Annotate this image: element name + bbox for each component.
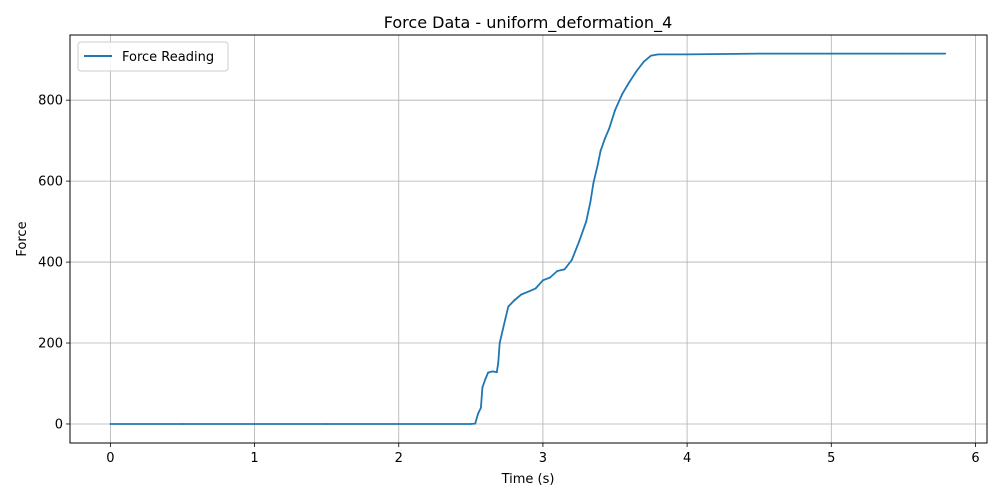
x-tick-label: 1	[250, 451, 258, 466]
data-point	[570, 259, 573, 261]
data-point	[585, 220, 588, 223]
y-tick-label: 600	[38, 175, 63, 190]
data-point	[563, 268, 566, 271]
x-tick-label: 4	[683, 451, 691, 466]
data-point	[549, 276, 551, 279]
data-point	[477, 413, 479, 415]
data-point	[520, 293, 523, 296]
data-point	[599, 149, 602, 152]
y-tick-label: 800	[38, 94, 63, 109]
data-point	[181, 423, 184, 425]
grid	[70, 35, 987, 443]
data-point	[556, 270, 559, 272]
data-point	[650, 54, 652, 57]
axis-ticks: 0 1 2 3 4 5 6 0 200 400 600 800	[38, 94, 979, 466]
data-point	[491, 370, 494, 373]
data-point	[944, 52, 947, 55]
data-point	[487, 371, 489, 374]
series-layer	[109, 52, 947, 425]
data-point	[686, 53, 688, 56]
data-point	[758, 52, 761, 55]
x-tick-label: 3	[539, 451, 547, 466]
legend-label-force-reading: Force Reading	[122, 50, 214, 65]
data-point	[642, 60, 645, 63]
data-point	[628, 81, 631, 83]
data-point	[657, 53, 660, 56]
data-point	[608, 127, 611, 130]
data-point	[513, 299, 515, 302]
data-point	[498, 342, 501, 344]
data-point	[664, 53, 667, 56]
data-point	[830, 52, 833, 55]
data-point	[596, 164, 599, 166]
chart-title: Force Data - uniform_deformation_4	[384, 13, 673, 33]
data-point	[592, 182, 595, 185]
legend-box	[77, 41, 229, 72]
data-point	[495, 371, 498, 374]
data-point	[635, 70, 638, 72]
series-line-force-reading	[110, 52, 946, 425]
data-point	[469, 423, 472, 425]
data-point	[621, 93, 624, 95]
data-point	[527, 290, 530, 293]
x-tick-label: 0	[106, 451, 114, 466]
data-point	[504, 317, 507, 320]
data-point	[534, 287, 537, 290]
data-point	[542, 279, 544, 282]
data-point	[501, 330, 504, 332]
data-point	[481, 386, 484, 389]
data-point	[480, 406, 482, 409]
legend: Force Reading	[77, 41, 229, 72]
x-axis-label: Time (s)	[501, 472, 555, 487]
y-axis-label: Force	[15, 221, 30, 256]
x-tick-label: 6	[971, 451, 979, 466]
data-point	[578, 240, 580, 243]
x-tick-label: 2	[395, 451, 403, 466]
x-tick-label: 5	[827, 451, 835, 466]
y-tick-label: 200	[38, 337, 63, 352]
data-point	[109, 423, 112, 425]
data-point	[902, 52, 905, 55]
data-point	[325, 423, 328, 425]
y-tick-label: 400	[38, 256, 63, 271]
plot-area-frame	[69, 34, 988, 444]
data-point	[589, 200, 592, 203]
data-point	[507, 305, 510, 308]
y-tick-label: 0	[55, 417, 63, 432]
data-point	[614, 109, 616, 112]
data-point	[604, 137, 606, 140]
data-point	[253, 423, 256, 425]
data-point	[484, 378, 487, 381]
data-point	[474, 422, 477, 425]
data-point	[497, 362, 500, 365]
data-point	[397, 423, 400, 425]
